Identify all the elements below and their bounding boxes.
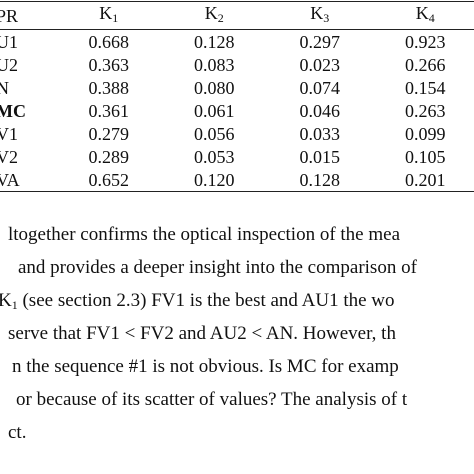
header-subscript: 3 (323, 11, 330, 25)
header-row: PR K1 K2 K3 K4 (0, 2, 474, 30)
row-label: V2 (0, 146, 18, 167)
line-text: ct. (8, 422, 27, 443)
column-header: K3 (267, 2, 373, 30)
header-text: K (415, 3, 429, 23)
header-subscript: 1 (112, 11, 119, 25)
cell: 0.388 (88, 77, 130, 98)
table-row: U2 0.363 0.083 0.023 0.266 (0, 53, 474, 76)
row-label: MC (0, 100, 26, 121)
cell: 0.289 (88, 146, 130, 167)
line-subscript: 1 (11, 298, 18, 312)
cell: 0.279 (88, 123, 130, 144)
cell: 0.668 (88, 31, 130, 52)
cell: 0.105 (405, 146, 446, 167)
cell: 0.363 (88, 54, 130, 75)
line-text: ltogether confirms the optical inspectio… (8, 224, 401, 245)
cell: 0.074 (299, 77, 341, 98)
cell: 0.361 (88, 100, 130, 121)
text-line: or because of its scatter of values? The… (16, 383, 407, 416)
line-text: and provides a deeper insight into the c… (18, 257, 417, 278)
cell: 0.046 (299, 100, 341, 121)
row-label: V1 (0, 123, 18, 144)
text-line: serve that FV1 < FV2 and AU2 < AN. Howev… (8, 317, 396, 350)
table-row: U1 0.668 0.128 0.297 0.923 (0, 30, 474, 54)
cell: 0.652 (88, 169, 130, 190)
cell: 0.099 (405, 123, 446, 144)
cell: 0.080 (194, 77, 235, 98)
header-text: K (310, 3, 324, 23)
text-line: and provides a deeper insight into the c… (18, 251, 417, 284)
table-row: V2 0.289 0.053 0.015 0.105 (0, 145, 474, 168)
cell: 0.201 (405, 169, 446, 190)
text-line: n the sequence #1 is not obvious. Is MC … (12, 350, 399, 383)
cell: 0.120 (194, 169, 235, 190)
row-label: VA (0, 169, 20, 190)
header-text: PR (0, 5, 19, 26)
column-header: K1 (56, 2, 162, 30)
line-text: (see section 2.3) FV1 is the best and AU… (17, 290, 395, 311)
text-line: ltogether confirms the optical inspectio… (8, 218, 400, 251)
line-prefix: K (0, 290, 12, 311)
cell: 0.033 (299, 123, 341, 144)
line-text: or because of its scatter of values? The… (16, 389, 408, 410)
cell: 0.297 (299, 31, 341, 52)
header-subscript: 2 (217, 11, 224, 25)
cell: 0.061 (194, 100, 235, 121)
row-label: U1 (0, 31, 18, 52)
cell: 0.023 (299, 54, 341, 75)
header-subscript: 4 (428, 11, 435, 25)
cell: 0.083 (194, 54, 235, 75)
row-label: N (0, 77, 9, 98)
cell: 0.263 (405, 100, 446, 121)
cell: 0.056 (194, 123, 235, 144)
cell: 0.015 (299, 146, 341, 167)
table-row: V1 0.279 0.056 0.033 0.099 (0, 122, 474, 145)
results-table: PR K1 K2 K3 K4 U1 0.668 0.128 0.297 0.923 U2 0.363… (0, 1, 474, 192)
table-row: VA 0.652 0.120 0.128 0.201 (0, 168, 474, 192)
row-label: U2 (0, 54, 18, 75)
cell: 0.154 (405, 77, 446, 98)
text-line: K1 (see section 2.3) FV1 is the best and… (0, 284, 395, 317)
header-text: K (204, 3, 218, 23)
column-header: PR (0, 2, 56, 30)
header-text: K (99, 3, 113, 23)
cell: 0.128 (194, 31, 235, 52)
table-row: N 0.388 0.080 0.074 0.154 (0, 76, 474, 99)
text-line: ct. (8, 416, 26, 449)
cell: 0.053 (194, 146, 235, 167)
cell: 0.266 (405, 54, 446, 75)
column-header: K2 (162, 2, 268, 30)
table-row: MC 0.361 0.061 0.046 0.263 (0, 99, 474, 122)
cell: 0.128 (299, 169, 341, 190)
cell: 0.923 (405, 31, 446, 52)
line-text: serve that FV1 < FV2 and AU2 < AN. Howev… (8, 323, 396, 344)
line-text: n the sequence #1 is not obvious. Is MC … (12, 356, 399, 377)
column-header: K4 (373, 2, 474, 30)
